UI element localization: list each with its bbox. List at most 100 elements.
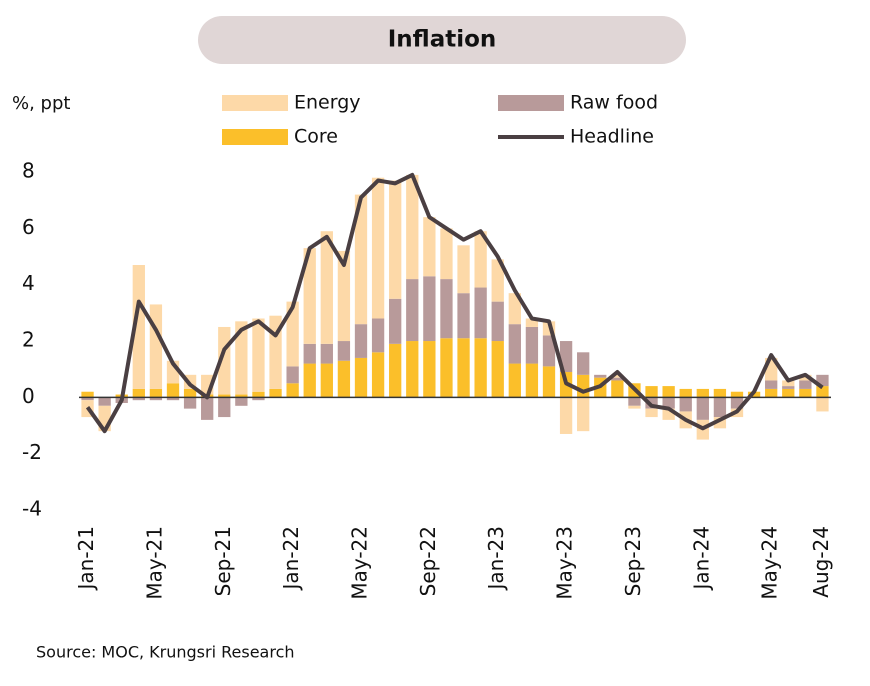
bar: [474, 231, 487, 288]
bar: [611, 374, 624, 378]
x-tick-label: May-24: [758, 526, 782, 600]
bar: [149, 388, 163, 398]
bar: [491, 301, 504, 342]
bar: [508, 363, 521, 398]
bar: [303, 248, 316, 344]
bar: [132, 397, 145, 401]
bar: [679, 388, 692, 398]
bar: [782, 388, 795, 398]
y-axis-label: %, ppt: [12, 93, 70, 114]
bar: [320, 231, 333, 344]
bar: [406, 174, 419, 280]
bar: [765, 388, 778, 398]
bar: [423, 276, 436, 342]
bar: [286, 383, 299, 398]
bar: [354, 357, 368, 398]
x-tick-label: May-23: [553, 526, 577, 600]
bar: [303, 343, 316, 364]
bar: [354, 324, 368, 358]
legend-swatch: [222, 95, 288, 111]
x-tick-label: Jan-21: [74, 526, 98, 592]
bar: [269, 388, 282, 398]
bar: [525, 318, 539, 327]
bar: [474, 287, 487, 339]
bar: [577, 374, 590, 398]
bar: [183, 388, 197, 398]
bar: [782, 380, 795, 387]
bar: [577, 397, 590, 432]
bar: [457, 338, 470, 398]
x-tick-label: Jan-23: [484, 526, 508, 592]
bar: [149, 304, 163, 389]
bar: [354, 194, 368, 325]
bar: [132, 265, 145, 389]
bar: [645, 397, 658, 409]
bar: [149, 397, 163, 401]
bar: [799, 374, 812, 381]
bar: [286, 366, 299, 384]
bar: [183, 397, 197, 409]
x-tick-label: Sep-21: [211, 526, 235, 596]
bar: [559, 397, 573, 434]
bar: [389, 180, 402, 299]
bar: [696, 388, 709, 398]
bar: [508, 324, 521, 364]
bar: [371, 318, 385, 353]
x-tick-label: Sep-23: [621, 526, 645, 596]
source: Source: MOC, Krungsri Research: [36, 643, 295, 662]
bar: [235, 321, 248, 395]
bar: [457, 245, 470, 294]
bar: [252, 397, 265, 401]
bar: [491, 341, 504, 398]
bar: [696, 397, 709, 420]
y-tick-label: -4: [22, 497, 42, 521]
bar: [81, 391, 94, 398]
bar: [389, 343, 402, 398]
bar: [474, 338, 487, 398]
bar: [440, 228, 453, 280]
bar: [491, 259, 504, 302]
bar: [816, 397, 829, 412]
bar: [371, 352, 385, 398]
bar: [713, 417, 727, 429]
chart-title: Inflation: [388, 27, 497, 53]
bar: [730, 397, 744, 409]
bar: [423, 217, 436, 277]
bar: [457, 293, 470, 339]
legend-label: Raw food: [570, 92, 658, 114]
y-tick-label: 2: [22, 328, 35, 352]
bar: [235, 397, 248, 406]
y-tick-label: -2: [22, 440, 42, 464]
bar: [799, 380, 812, 389]
legend-label: Core: [294, 126, 338, 148]
bar: [713, 388, 727, 398]
bar: [81, 397, 94, 401]
bar: [320, 363, 333, 398]
bar: [132, 388, 145, 398]
y-tick-label: 4: [22, 271, 35, 295]
x-tick-label: Jan-24: [689, 526, 713, 592]
x-tick-label: Aug-24: [809, 526, 833, 598]
bar: [662, 386, 675, 398]
legend-swatch: [498, 95, 564, 111]
bar: [252, 391, 265, 398]
y-tick-label: 6: [22, 215, 35, 239]
title-pill: [198, 16, 686, 64]
bar: [542, 335, 556, 367]
bar: [508, 293, 521, 325]
bar: [235, 394, 248, 398]
legend-swatch: [222, 129, 288, 145]
bar: [286, 301, 299, 367]
bar: [628, 405, 641, 409]
bar: [782, 386, 795, 389]
bar: [765, 380, 778, 389]
headline-line: [85, 172, 824, 434]
x-tick-label: Sep-22: [416, 526, 440, 596]
bar: [611, 377, 624, 381]
bar: [559, 341, 573, 373]
bar: [406, 341, 419, 398]
bar: [218, 394, 231, 398]
bar: [371, 177, 385, 319]
bar: [628, 397, 641, 406]
legend-label: Energy: [294, 92, 361, 114]
